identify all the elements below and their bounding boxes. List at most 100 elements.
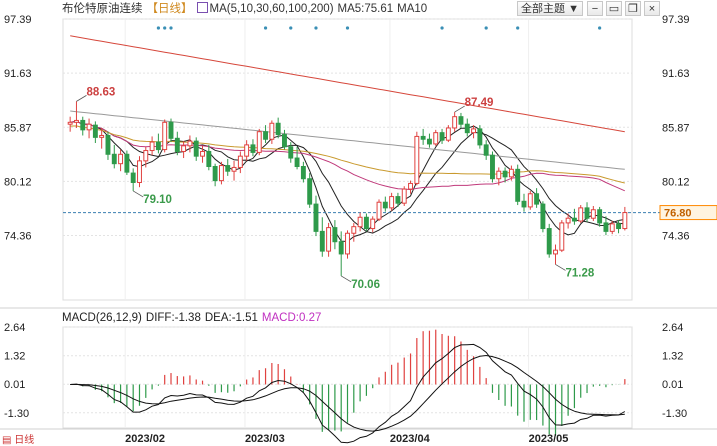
candle xyxy=(616,220,621,234)
event-marker xyxy=(289,26,293,30)
candle-body xyxy=(206,150,212,168)
price-tick-right: 80.12 xyxy=(662,176,690,188)
candle xyxy=(149,136,155,156)
candle xyxy=(357,212,363,232)
annotation-leader xyxy=(132,190,144,198)
candle xyxy=(250,139,256,157)
candle xyxy=(578,205,584,223)
candle-body xyxy=(571,217,577,222)
candle xyxy=(143,146,149,168)
candle xyxy=(515,164,521,206)
candle xyxy=(603,216,609,236)
ma-params-label[interactable]: MA(5,10,30,60,100,200) xyxy=(209,3,334,15)
candle-body xyxy=(244,144,250,157)
candle xyxy=(313,195,319,237)
event-marker xyxy=(314,26,318,30)
theme-dropdown-label: 全部主题 ▼ xyxy=(521,3,579,15)
candle xyxy=(206,144,212,171)
macd-tick-right: 0.01 xyxy=(662,379,683,391)
window-icon: ▭ xyxy=(608,3,620,15)
theme-dropdown-button[interactable]: 全部主题 ▼ xyxy=(517,1,583,16)
candle xyxy=(269,120,275,144)
candle xyxy=(319,217,325,257)
candle xyxy=(546,223,552,258)
restore-button[interactable]: ❐ xyxy=(625,1,641,16)
event-marker xyxy=(516,26,520,30)
candle-body xyxy=(212,166,218,182)
price-tick-left: 91.63 xyxy=(4,68,32,80)
close-button[interactable]: × xyxy=(644,1,660,16)
candle-body xyxy=(269,122,275,140)
period-footer[interactable]: ▤ 日线 xyxy=(2,431,34,446)
macd-tick-left: 2.64 xyxy=(4,322,25,334)
dea-value: DEA:-1.51 xyxy=(204,312,258,324)
candle xyxy=(300,161,306,183)
candle-body xyxy=(414,135,420,184)
date-tick-label: 2023/04 xyxy=(390,433,431,445)
candle-body xyxy=(67,121,73,125)
candle-body xyxy=(181,145,187,152)
candle-body xyxy=(74,119,79,123)
candle-body xyxy=(540,203,546,230)
candle-body xyxy=(433,132,439,145)
dea-line xyxy=(70,354,625,432)
candle xyxy=(338,231,344,276)
candle xyxy=(477,125,483,149)
candle-body xyxy=(527,193,533,208)
candle xyxy=(105,131,111,160)
event-marker xyxy=(169,26,173,30)
ma200-line xyxy=(70,35,625,133)
candle-body xyxy=(332,227,338,243)
candle-body xyxy=(149,141,155,152)
candle-body xyxy=(578,207,584,222)
minimize-button[interactable]: − xyxy=(587,1,603,16)
macd-params-label[interactable]: MACD(26,12,9) xyxy=(62,312,142,324)
candle xyxy=(332,220,338,250)
candle-body xyxy=(338,241,344,255)
ma-legend-icon[interactable] xyxy=(196,2,208,13)
candle-body xyxy=(622,212,628,230)
candle-body xyxy=(130,172,136,183)
macd-tick-right: 1.32 xyxy=(662,351,683,363)
candle xyxy=(426,133,432,148)
candle-body xyxy=(162,121,168,151)
candle xyxy=(256,128,262,156)
candle-body xyxy=(357,216,363,228)
candle-body xyxy=(439,132,445,141)
candle xyxy=(534,188,540,208)
candle-body xyxy=(282,134,287,148)
candle-body xyxy=(616,223,621,230)
annotation-label: 79.10 xyxy=(143,194,172,206)
price-tick-left: 74.36 xyxy=(4,231,32,243)
candlestick-series[interactable] xyxy=(67,101,628,276)
candle xyxy=(288,142,294,163)
candle-body xyxy=(382,201,388,209)
price-tick-left: 85.87 xyxy=(4,122,32,134)
candle-body xyxy=(218,165,224,182)
annotation-label: 70.06 xyxy=(351,279,380,291)
candle-body xyxy=(508,168,514,178)
candle xyxy=(237,151,243,174)
candle-body xyxy=(565,217,571,224)
candle-body xyxy=(408,182,413,190)
candle xyxy=(376,199,382,222)
candle xyxy=(370,216,376,233)
ma10-line xyxy=(70,120,625,234)
candle xyxy=(420,128,426,145)
candle xyxy=(565,213,571,229)
candle-body xyxy=(105,134,111,155)
candle-body xyxy=(597,209,603,224)
macd-tick-right: 2.64 xyxy=(662,322,683,334)
candle-body xyxy=(193,140,199,157)
window-button[interactable]: ▭ xyxy=(606,1,622,16)
candle-body xyxy=(307,178,313,205)
candle-body xyxy=(553,249,558,255)
event-marker xyxy=(156,26,160,30)
period-label[interactable]: 【日线】 xyxy=(146,3,193,15)
candle xyxy=(130,168,136,191)
annotation-label: 71.28 xyxy=(566,267,595,279)
candle-body xyxy=(477,128,483,146)
candle-body xyxy=(584,207,590,219)
candle-body xyxy=(187,140,193,147)
candle xyxy=(118,149,124,172)
